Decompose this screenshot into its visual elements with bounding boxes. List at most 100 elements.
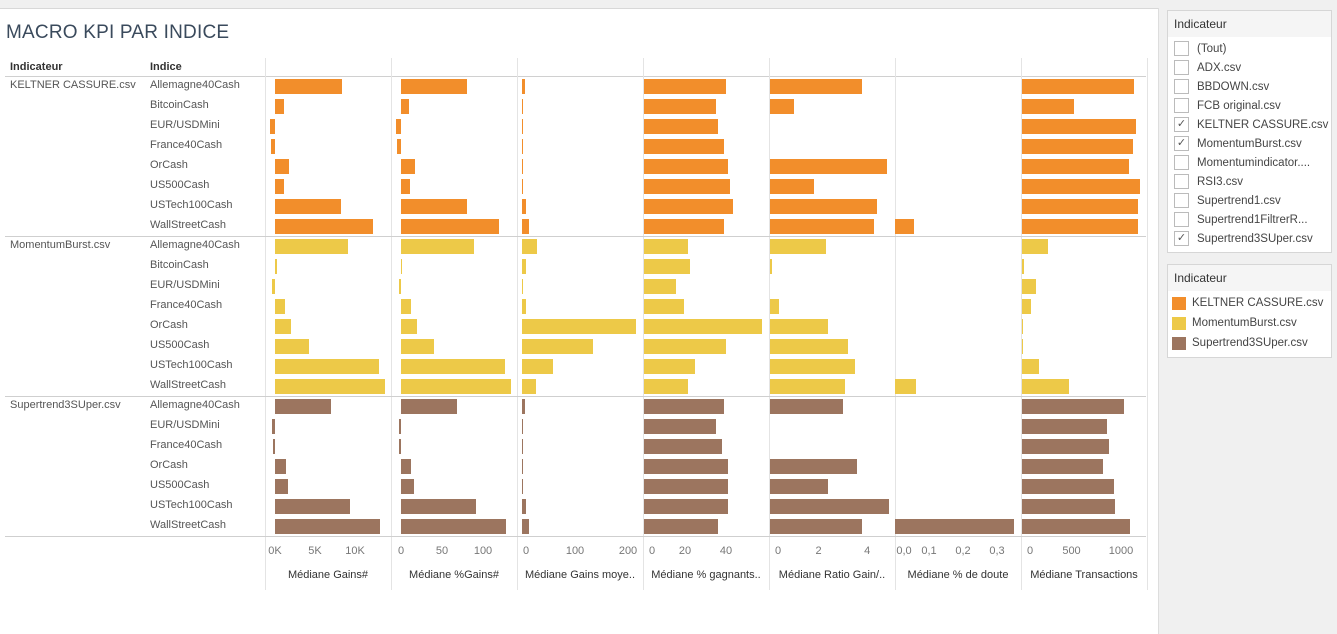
bar-mark[interactable]: [770, 99, 795, 114]
legend-item[interactable]: KELTNER CASSURE.csv: [1168, 293, 1331, 313]
bar-mark[interactable]: [770, 499, 890, 514]
bar-mark[interactable]: [1022, 139, 1133, 154]
checkbox-checked-icon[interactable]: ✓: [1174, 231, 1189, 246]
bar-mark[interactable]: [275, 179, 284, 194]
bar-mark[interactable]: [1022, 499, 1116, 514]
bar-mark[interactable]: [644, 439, 722, 454]
bar-mark[interactable]: [396, 139, 401, 154]
checkbox-checked-icon[interactable]: ✓: [1174, 136, 1189, 151]
bar-mark[interactable]: [522, 219, 529, 234]
bar-mark[interactable]: [522, 359, 553, 374]
bar-mark[interactable]: [396, 119, 401, 134]
axis-title[interactable]: Médiane % gagnants..: [651, 569, 761, 581]
bar-mark[interactable]: [275, 319, 291, 334]
bar-mark[interactable]: [522, 239, 537, 254]
bar-mark[interactable]: [522, 159, 523, 174]
filter-item[interactable]: ✓ KELTNER CASSURE.csv: [1168, 115, 1331, 134]
bar-mark[interactable]: [522, 99, 523, 114]
filter-item[interactable]: Supertrend1.csv: [1168, 191, 1331, 210]
bar-mark[interactable]: [770, 199, 877, 214]
bar-mark[interactable]: [275, 99, 284, 114]
bar-mark[interactable]: [275, 199, 341, 214]
bar-mark[interactable]: [401, 159, 415, 174]
bar-mark[interactable]: [270, 119, 275, 134]
bar-mark[interactable]: [644, 319, 762, 334]
bar-mark[interactable]: [275, 479, 288, 494]
bar-mark[interactable]: [522, 259, 526, 274]
bar-mark[interactable]: [401, 219, 500, 234]
bar-mark[interactable]: [401, 479, 415, 494]
bar-mark[interactable]: [522, 179, 523, 194]
bar-mark[interactable]: [1022, 99, 1075, 114]
filter-item[interactable]: FCB original.csv: [1168, 96, 1331, 115]
bar-mark[interactable]: [275, 459, 287, 474]
bar-mark[interactable]: [1022, 279, 1036, 294]
bar-mark[interactable]: [275, 299, 285, 314]
bar-mark[interactable]: [401, 79, 467, 94]
bar-mark[interactable]: [770, 319, 829, 334]
axis-title[interactable]: Médiane Gains moye..: [524, 569, 636, 581]
checkbox-icon[interactable]: [1174, 98, 1189, 113]
bar-mark[interactable]: [522, 499, 526, 514]
bar-mark[interactable]: [1022, 399, 1124, 414]
axis-title[interactable]: Médiane %Gains#: [409, 569, 499, 581]
bar-mark[interactable]: [522, 119, 523, 134]
filter-item[interactable]: ✓ MomentumBurst.csv: [1168, 134, 1331, 153]
bar-mark[interactable]: [275, 259, 277, 274]
bar-mark[interactable]: [1022, 319, 1023, 334]
bar-mark[interactable]: [275, 159, 289, 174]
bar-mark[interactable]: [522, 479, 523, 494]
legend-item[interactable]: MomentumBurst.csv: [1168, 313, 1331, 333]
checkbox-icon[interactable]: [1174, 79, 1189, 94]
bar-mark[interactable]: [1022, 479, 1115, 494]
bar-mark[interactable]: [770, 379, 846, 394]
bar-mark[interactable]: [522, 199, 526, 214]
bar-mark[interactable]: [275, 79, 343, 94]
axis-title[interactable]: Médiane Ratio Gain/..: [778, 569, 886, 581]
bar-mark[interactable]: [401, 299, 411, 314]
bar-mark[interactable]: [1022, 339, 1024, 354]
bar-mark[interactable]: [275, 239, 348, 254]
bar-mark[interactable]: [1022, 119, 1136, 134]
bar-mark[interactable]: [401, 519, 506, 534]
bar-mark[interactable]: [398, 419, 401, 434]
bar-mark[interactable]: [1022, 359, 1039, 374]
bar-mark[interactable]: [770, 519, 863, 534]
bar-mark[interactable]: [1022, 519, 1130, 534]
bar-mark[interactable]: [1022, 239, 1048, 254]
legend-item[interactable]: Supertrend3SUper.csv: [1168, 333, 1331, 353]
bar-mark[interactable]: [401, 199, 467, 214]
bar-mark[interactable]: [401, 359, 506, 374]
checkbox-icon[interactable]: [1174, 212, 1189, 227]
checkbox-icon[interactable]: [1174, 60, 1189, 75]
bar-mark[interactable]: [522, 299, 526, 314]
bar-mark[interactable]: [644, 219, 724, 234]
axis-title[interactable]: Médiane % de doute: [907, 569, 1009, 581]
checkbox-icon[interactable]: [1174, 41, 1189, 56]
bar-mark[interactable]: [644, 359, 696, 374]
bar-mark[interactable]: [1022, 439, 1110, 454]
bar-mark[interactable]: [522, 419, 523, 434]
checkbox-checked-icon[interactable]: ✓: [1174, 117, 1189, 132]
bar-mark[interactable]: [271, 279, 275, 294]
bar-mark[interactable]: [522, 339, 594, 354]
bar-mark[interactable]: [275, 339, 309, 354]
bar-mark[interactable]: [644, 279, 676, 294]
bar-mark[interactable]: [1022, 299, 1031, 314]
bar-mark[interactable]: [644, 299, 684, 314]
bar-mark[interactable]: [401, 239, 474, 254]
bar-mark[interactable]: [522, 459, 523, 474]
bar-mark[interactable]: [770, 159, 887, 174]
bar-mark[interactable]: [644, 499, 729, 514]
bar-mark[interactable]: [770, 259, 772, 274]
bar-mark[interactable]: [522, 139, 523, 154]
axis-title[interactable]: Médiane Transactions: [1030, 569, 1138, 581]
bar-mark[interactable]: [1022, 179, 1140, 194]
bar-mark[interactable]: [522, 279, 523, 294]
bar-mark[interactable]: [522, 439, 523, 454]
bar-mark[interactable]: [644, 399, 724, 414]
bar-mark[interactable]: [644, 179, 731, 194]
bar-mark[interactable]: [770, 79, 863, 94]
bar-mark[interactable]: [401, 259, 402, 274]
bar-mark[interactable]: [644, 199, 734, 214]
